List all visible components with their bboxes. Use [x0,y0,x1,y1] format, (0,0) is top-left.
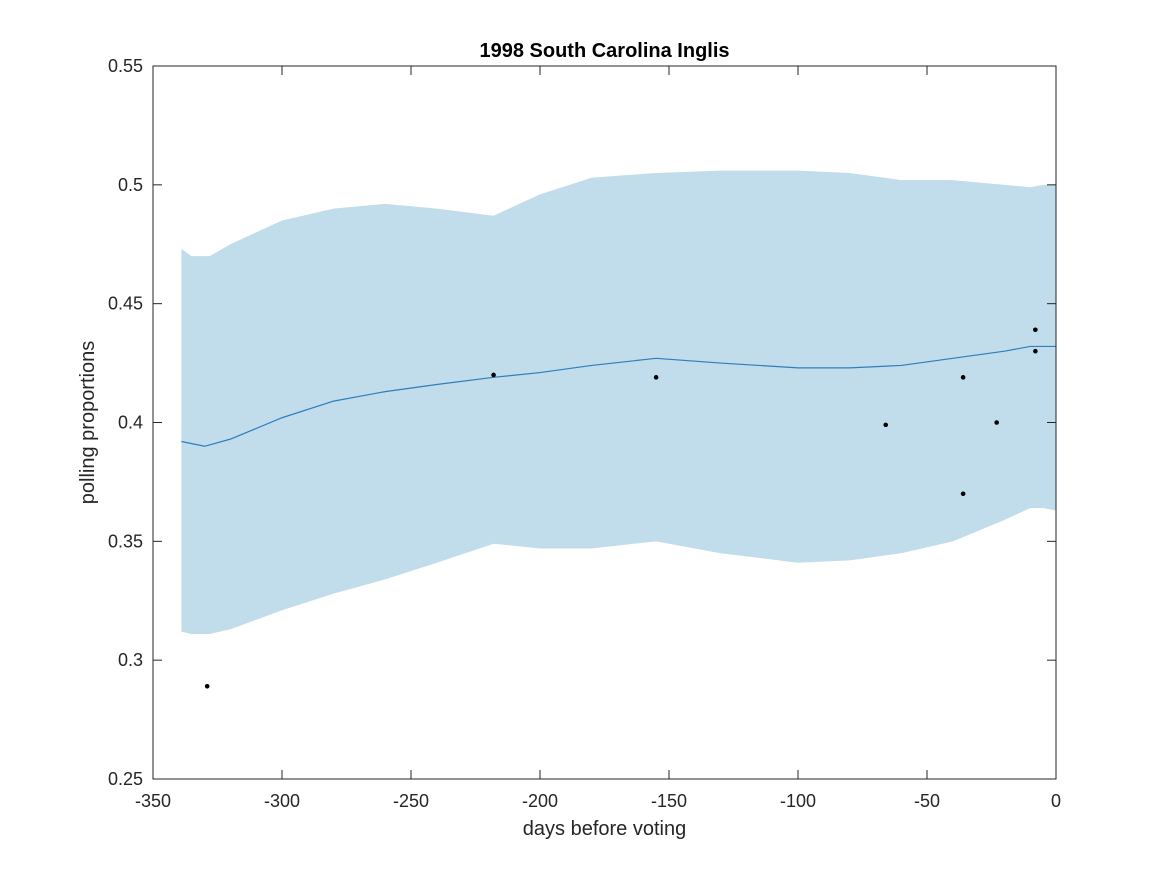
trend-line [181,345,1056,447]
poll-point [994,420,999,425]
poll-point [491,372,496,378]
chart-title: 1998 South Carolina Inglis [479,40,729,62]
y-tick-label: 0.5 [118,175,143,195]
x-tick-label: -250 [393,791,429,811]
poll-point [960,491,966,497]
x-axis-label: days before voting [523,818,686,840]
ticks: -350 -300 -250 -200 -150 -100 -50 0 0.25 0.3 0.35 0… [108,56,1061,811]
x-tick-label: -150 [651,791,687,811]
y-tick-label: 0.35 [108,531,143,551]
y-tick-label: 0.55 [108,56,143,76]
poll-point [204,684,210,689]
confidence-band [181,170,1056,635]
poll-point [1033,327,1038,333]
x-tick-label: -300 [264,791,300,811]
y-axis-label: polling proportions [77,341,99,504]
y-tick-label: 0.25 [108,769,143,789]
poll-point [1033,348,1038,354]
x-tick-label: -100 [780,791,816,811]
poll-point [653,375,659,380]
x-tick-label: -50 [914,791,940,811]
x-tick-label: -200 [522,791,558,811]
poll-point [960,375,966,380]
y-tick-label: 0.4 [118,413,143,433]
y-tick-label: 0.45 [108,294,143,314]
x-tick-label: 0 [1051,791,1061,811]
plot-area [181,170,1056,689]
y-tick-label: 0.3 [118,650,143,670]
x-tick-label: -350 [135,791,171,811]
poll-point [883,422,889,428]
